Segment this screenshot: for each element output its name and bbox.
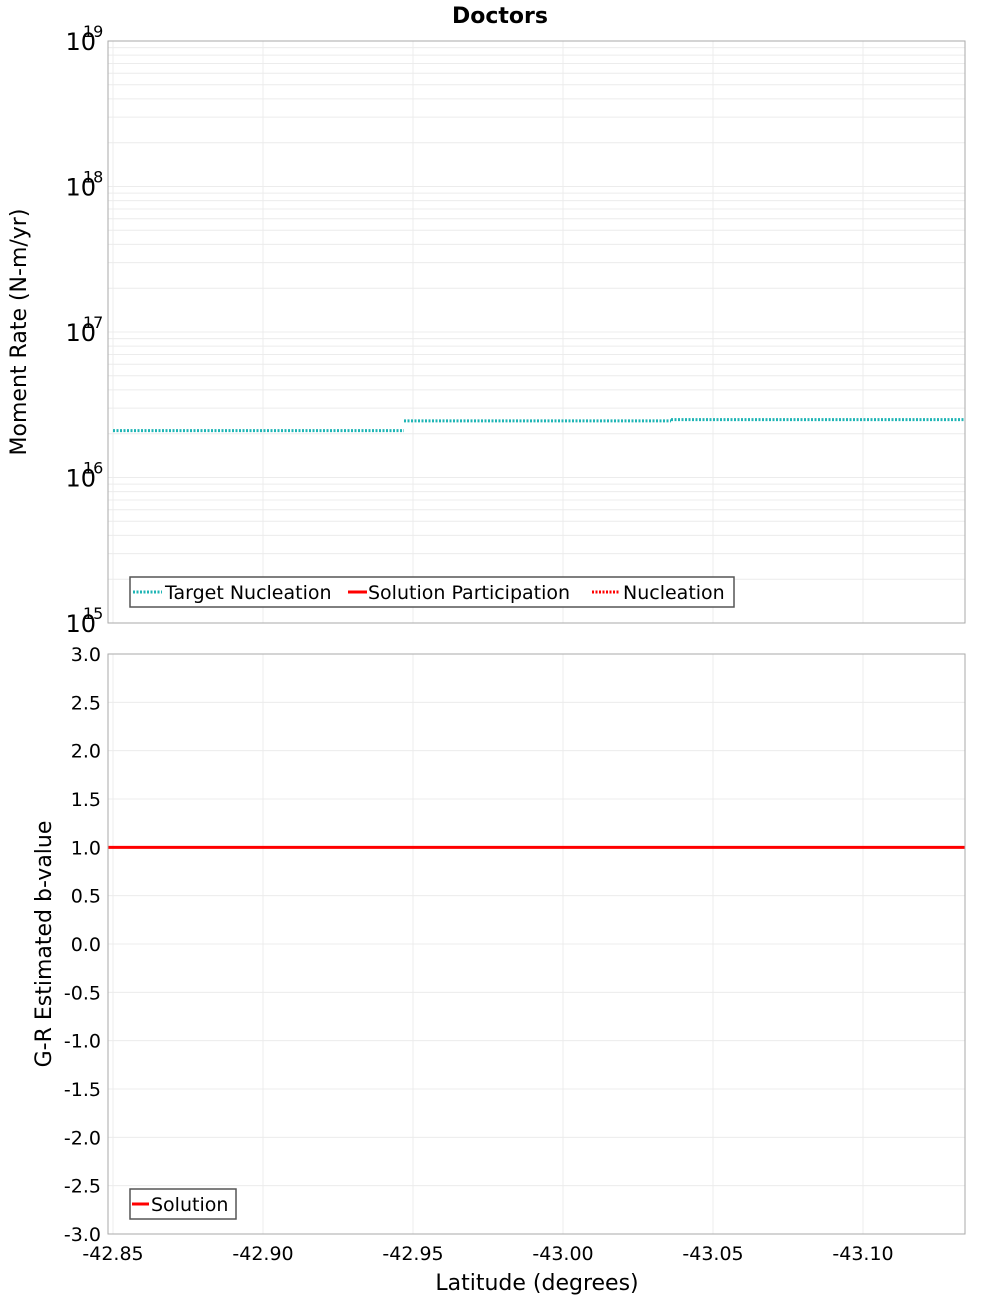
x-tick-label: -42.95: [382, 1243, 443, 1265]
svg-text:15: 15: [83, 604, 103, 623]
top-legend: Target Nucleation Solution Participation…: [129, 576, 735, 608]
svg-text:10: 10: [65, 28, 96, 56]
svg-text:19: 19: [83, 22, 103, 41]
y-tick-label: 2.5: [71, 692, 101, 714]
y-tick-label: -0.5: [64, 982, 101, 1004]
y-tick-label: 1.0: [71, 837, 101, 859]
x-tick-label: -43.10: [832, 1243, 893, 1265]
x-tick-label: -43.05: [682, 1243, 743, 1265]
legend-solution: Solution: [151, 1194, 228, 1216]
svg-text:17: 17: [83, 313, 103, 332]
y-tick-label: -2.5: [64, 1176, 101, 1198]
x-axis-label: Latitude (degrees): [435, 1271, 638, 1296]
bottom-legend: Solution: [129, 1188, 237, 1220]
chart-title: Doctors: [452, 4, 548, 29]
svg-text:18: 18: [83, 168, 103, 187]
bottom-y-axis-label: G-R Estimated b-value: [32, 821, 57, 1068]
legend-target-nucleation: Target Nucleation: [164, 582, 332, 604]
y-tick-label: -1.5: [64, 1079, 101, 1101]
x-ticks: -42.85 -42.90 -42.95 -43.00 -43.05 -43.10: [82, 1243, 893, 1265]
y-tick-label: -3.0: [64, 1224, 101, 1246]
svg-text:10: 10: [65, 465, 96, 493]
y-tick-label: 0.0: [71, 934, 101, 956]
x-tick-label: -42.85: [82, 1243, 143, 1265]
bottom-y-ticks: 3.0 2.5 2.0 1.5 1.0 0.5 0.0 -0.5 -1.0 -1.5 -2.0 -2.…: [64, 644, 101, 1246]
x-tick-label: -42.90: [232, 1243, 293, 1265]
top-y-axis-label: Moment Rate (N-m/yr): [7, 209, 32, 456]
y-tick-label: -1.0: [64, 1031, 101, 1053]
legend-solution-participation: Solution Participation: [368, 582, 570, 604]
svg-text:10: 10: [65, 319, 96, 347]
svg-text:16: 16: [83, 459, 103, 478]
x-tick-label: -43.00: [532, 1243, 593, 1265]
bottom-plot: 3.0 2.5 2.0 1.5 1.0 0.5 0.0 -0.5 -1.0 -1.5 -2.0 -2.…: [32, 644, 966, 1296]
y-tick-label: 0.5: [71, 886, 101, 908]
y-tick-label: 3.0: [71, 644, 101, 666]
top-series: [113, 418, 965, 433]
y-tick-label: 2.0: [71, 741, 101, 763]
svg-text:10: 10: [65, 610, 96, 638]
svg-text:10: 10: [65, 174, 96, 202]
y-tick-label: 1.5: [71, 789, 101, 811]
bottom-grid: [108, 653, 965, 1235]
top-grid: [108, 41, 965, 624]
legend-nucleation: Nucleation: [623, 582, 725, 604]
y-tick-label: -2.0: [64, 1127, 101, 1149]
